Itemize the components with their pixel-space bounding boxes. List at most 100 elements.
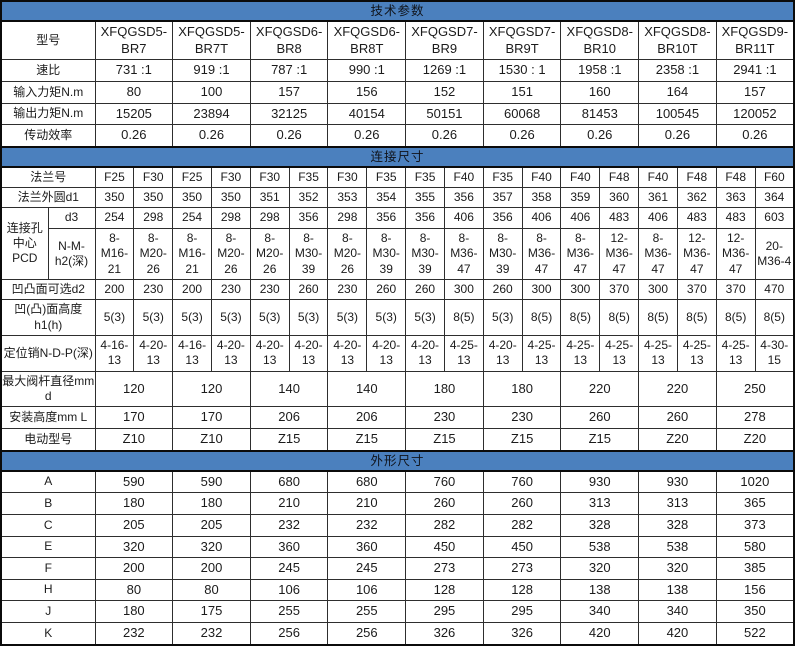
cell-dim-b-1: 180 <box>172 492 251 515</box>
cell-flange-no-8: F35 <box>405 166 445 189</box>
cell-efficiency-3: 0.26 <box>327 124 407 148</box>
row-label-face-height-h1: 凹(凸)面高度 h1(h) <box>0 299 96 336</box>
cell-dim-b-2: 210 <box>249 492 329 515</box>
row-label-dim-c: C <box>0 513 96 537</box>
cell-input-torque-5: 151 <box>482 80 562 104</box>
cell-flange-od-d1-2: 350 <box>172 187 212 209</box>
cell-bolt-n-m-h2-16: 12-M36-47 <box>715 227 756 280</box>
cell-flange-od-d1-17: 364 <box>754 187 795 209</box>
cell-pin-n-d-p-13: 4-25-13 <box>599 334 640 372</box>
cell-dim-f-0: 200 <box>94 557 174 580</box>
row-label-dim-h: H <box>0 578 96 602</box>
cell-flange-od-d1-6: 353 <box>327 187 368 209</box>
cell-dim-c-5: 282 <box>482 513 562 537</box>
row-label-flange-od-d1: 法兰外圆d1 <box>0 187 96 209</box>
cell-dim-h-4: 128 <box>405 578 484 602</box>
cell-face-d2-13: 370 <box>599 278 640 301</box>
cell-dim-h-6: 138 <box>560 578 640 602</box>
cell-flange-od-d1-8: 355 <box>405 187 445 209</box>
cell-dim-b-4: 260 <box>405 492 484 515</box>
cell-dim-b-5: 260 <box>482 492 562 515</box>
cell-output-torque-6: 81453 <box>560 102 640 126</box>
cell-flange-od-d1-1: 350 <box>133 187 174 209</box>
cell-dim-e-8: 580 <box>715 535 795 559</box>
cell-dim-e-3: 360 <box>327 535 407 559</box>
cell-dim-h-5: 128 <box>482 578 562 602</box>
cell-speed-ratio-3: 990 :1 <box>327 59 407 82</box>
cell-dim-k-7: 420 <box>638 622 717 646</box>
cell-motor-model-8: Z20 <box>715 428 795 452</box>
row-group-label-pcd: 连接孔 中心 PCD <box>0 207 49 280</box>
cell-max-stem-dia-2: 140 <box>249 370 329 408</box>
cell-pin-n-d-p-17: 4-30-15 <box>754 334 795 372</box>
cell-dim-b-7: 313 <box>638 492 717 515</box>
cell-motor-model-4: Z15 <box>405 428 484 452</box>
cell-bolt-n-m-h2-17: 20-M36-4 <box>754 227 795 280</box>
cell-input-torque-4: 152 <box>405 80 484 104</box>
cell-speed-ratio-0: 731 :1 <box>94 59 174 82</box>
cell-flange-od-d1-10: 357 <box>482 187 523 209</box>
table-row-dim-h: H 80 80 106 106 128 128 138 138 156 <box>0 578 795 602</box>
cell-motor-model-3: Z15 <box>327 428 407 452</box>
cell-face-d2-1: 230 <box>133 278 174 301</box>
cell-pcd-d3-1: 298 <box>133 207 174 229</box>
cell-pcd-d3-6: 298 <box>327 207 368 229</box>
cell-face-height-h1-14: 8(5) <box>638 299 678 336</box>
cell-dim-j-7: 340 <box>638 600 717 624</box>
cell-face-height-h1-0: 5(3) <box>94 299 135 336</box>
cell-dim-e-1: 320 <box>172 535 251 559</box>
cell-model-7: XFQGSD8- BR10T <box>638 20 717 61</box>
cell-flange-no-10: F35 <box>482 166 523 189</box>
cell-mount-height-8: 278 <box>715 406 795 430</box>
cell-input-torque-0: 80 <box>94 80 174 104</box>
cell-pcd-d3-2: 254 <box>172 207 212 229</box>
table-row-connection-dims: 连接尺寸 <box>0 145 795 168</box>
cell-bolt-n-m-h2-13: 12-M36-47 <box>599 227 640 280</box>
cell-dim-a-7: 930 <box>638 470 717 494</box>
cell-speed-ratio-4: 1269 :1 <box>405 59 484 82</box>
cell-face-d2-5: 260 <box>288 278 329 301</box>
row-label-bolt-n-m-h2: N-M- h2(深) <box>47 227 96 280</box>
cell-flange-no-4: F30 <box>249 166 290 189</box>
cell-model-2: XFQGSD6- BR8 <box>249 20 329 61</box>
cell-pcd-d3-3: 298 <box>210 207 251 229</box>
cell-bolt-n-m-h2-3: 8-M20-26 <box>210 227 251 280</box>
cell-dim-k-6: 420 <box>560 622 640 646</box>
cell-face-d2-14: 300 <box>638 278 678 301</box>
cell-bolt-n-m-h2-15: 12-M36-47 <box>676 227 717 280</box>
table-row-speed-ratio: 速比 731 :1 919 :1 787 :1 990 :1 1269 :1 1530 : … <box>0 59 795 82</box>
cell-model-8: XFQGSD9- BR11T <box>715 20 795 61</box>
cell-mount-height-7: 260 <box>638 406 717 430</box>
cell-efficiency-8: 0.26 <box>715 124 795 148</box>
cell-bolt-n-m-h2-5: 8-M30-39 <box>288 227 329 280</box>
cell-bolt-n-m-h2-12: 8-M36-47 <box>560 227 601 280</box>
cell-face-height-h1-16: 8(5) <box>715 299 756 336</box>
cell-pcd-d3-17: 603 <box>754 207 795 229</box>
row-label-dim-f: F <box>0 557 96 580</box>
cell-pin-n-d-p-3: 4-20-13 <box>210 334 251 372</box>
cell-dim-f-6: 320 <box>560 557 640 580</box>
cell-dim-c-0: 205 <box>94 513 174 537</box>
cell-flange-od-d1-0: 350 <box>94 187 135 209</box>
cell-dim-h-1: 80 <box>172 578 251 602</box>
cell-face-height-h1-3: 5(3) <box>210 299 251 336</box>
cell-dim-h-2: 106 <box>249 578 329 602</box>
cell-face-height-h1-9: 8(5) <box>443 299 484 336</box>
cell-input-torque-7: 164 <box>638 80 717 104</box>
cell-pin-n-d-p-10: 4-20-13 <box>482 334 523 372</box>
cell-flange-no-0: F25 <box>94 166 135 189</box>
cell-dim-e-2: 360 <box>249 535 329 559</box>
cell-dim-a-6: 930 <box>560 470 640 494</box>
cell-dim-b-8: 365 <box>715 492 795 515</box>
row-label-efficiency: 传动效率 <box>0 124 96 148</box>
cell-face-height-h1-8: 5(3) <box>405 299 445 336</box>
table-row-dim-c: C 205 205 232 232 282 282 328 328 373 <box>0 513 795 537</box>
cell-bolt-n-m-h2-14: 8-M36-47 <box>638 227 678 280</box>
cell-dim-k-0: 232 <box>94 622 174 646</box>
cell-speed-ratio-5: 1530 : 1 <box>482 59 562 82</box>
table-row-dim-k: K 232 232 256 256 326 326 420 420 522 <box>0 622 795 646</box>
table-row-face-height-h1: 凹(凸)面高度 h1(h) 5(3) 5(3) 5(3) 5(3) 5(3) 5(3) 5(3… <box>0 299 795 336</box>
cell-dim-j-6: 340 <box>560 600 640 624</box>
cell-flange-no-9: F40 <box>443 166 484 189</box>
cell-dim-e-7: 538 <box>638 535 717 559</box>
